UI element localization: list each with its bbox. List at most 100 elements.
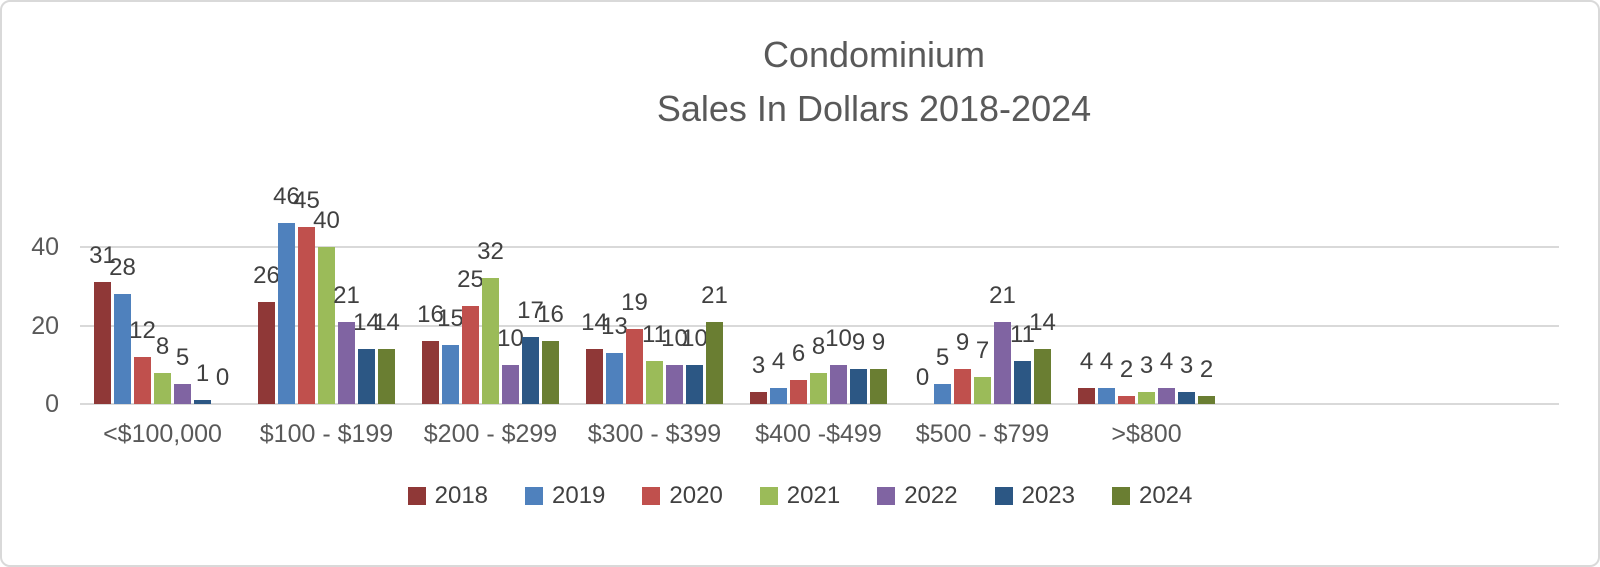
bar-value-label-2021-cat6: 3 xyxy=(1139,352,1154,380)
bar-2022-cat1 xyxy=(338,321,355,404)
legend-label-2021: 2021 xyxy=(786,482,841,509)
bar-2024-cat3 xyxy=(706,321,723,404)
bar-2023-cat0 xyxy=(194,400,211,404)
bar-value-label-2022-cat6: 4 xyxy=(1159,348,1174,376)
bar-value-label-2019-cat0: 28 xyxy=(109,254,136,282)
bar-value-label-2021-cat3: 11 xyxy=(642,320,667,348)
bar-value-label-2020-cat6: 2 xyxy=(1119,356,1134,384)
bar-2018-cat3 xyxy=(586,349,603,404)
legend-swatch-2019 xyxy=(525,487,544,505)
bar-value-label-2020-cat1: 45 xyxy=(293,187,320,215)
category-label-2: $200 - $299 xyxy=(423,420,558,448)
bar-value-label-2022-cat0: 5 xyxy=(175,344,190,372)
bar-2022-cat5 xyxy=(994,321,1011,404)
bar-value-label-2022-cat2: 10 xyxy=(497,324,524,352)
legend-swatch-2022 xyxy=(877,487,896,505)
bar-value-label-2018-cat1: 26 xyxy=(253,261,280,289)
bar-2018-cat2 xyxy=(422,341,439,404)
chart-title-line2: Sales In Dollars 2018-2024 xyxy=(656,88,1092,129)
bar-2020-cat1 xyxy=(298,227,315,404)
bar-value-label-2023-cat2: 17 xyxy=(517,297,544,325)
bar-2023-cat4 xyxy=(850,368,867,404)
bar-value-label-2024-cat3: 21 xyxy=(701,281,728,309)
bar-value-label-2023-cat6: 3 xyxy=(1179,352,1194,380)
bar-2020-cat4 xyxy=(790,380,807,404)
bar-value-label-2019-cat1: 46 xyxy=(273,183,300,211)
legend-swatch-2020 xyxy=(642,487,661,505)
category-label-1: $100 - $199 xyxy=(259,420,394,448)
bar-value-label-2018-cat6: 4 xyxy=(1079,348,1094,376)
bar-2019-cat4 xyxy=(770,388,787,404)
y-axis-tick-label: 0 xyxy=(45,390,59,418)
chart-title-line1: Condominium xyxy=(762,34,986,75)
gridline-y-0 xyxy=(80,403,1559,405)
category-label-4: $400 -$499 xyxy=(755,420,882,448)
category-label-0: <$100,000 xyxy=(103,420,222,448)
bar-value-label-2022-cat5: 21 xyxy=(989,281,1016,309)
bar-2022-cat3 xyxy=(666,364,683,404)
bar-2023-cat2 xyxy=(522,337,539,404)
bar-2021-cat6 xyxy=(1138,392,1155,404)
bar-value-label-2020-cat0: 12 xyxy=(129,316,156,344)
legend-item-2020: 2020 xyxy=(642,482,723,510)
bar-2018-cat0 xyxy=(94,282,111,404)
legend-item-2018: 2018 xyxy=(407,482,488,510)
bar-value-label-2018-cat0: 31 xyxy=(89,242,116,270)
category-label-3: $300 - $399 xyxy=(587,420,722,448)
bar-2021-cat5 xyxy=(974,376,991,404)
bar-2019-cat2 xyxy=(442,345,459,404)
bar-2019-cat5 xyxy=(934,384,951,404)
bar-value-label-2018-cat2: 16 xyxy=(417,301,444,329)
legend-swatch-2023 xyxy=(994,487,1013,505)
bar-value-label-2022-cat3: 10 xyxy=(661,324,688,352)
bar-value-label-2018-cat5: 0 xyxy=(915,364,930,391)
bar-value-label-2021-cat5: 7 xyxy=(975,336,990,364)
bar-value-label-2024-cat2: 16 xyxy=(537,301,564,329)
y-axis-tick-label: 20 xyxy=(31,311,59,340)
bar-value-label-2024-cat1: 14 xyxy=(373,309,400,337)
legend-swatch-2018 xyxy=(407,487,426,505)
bar-2018-cat6 xyxy=(1078,388,1095,404)
bar-2024-cat5 xyxy=(1034,349,1051,404)
bar-value-label-2024-cat5: 14 xyxy=(1029,309,1056,337)
bar-2021-cat3 xyxy=(646,360,663,404)
bar-2020-cat6 xyxy=(1118,396,1135,404)
bar-2023-cat5 xyxy=(1014,360,1031,404)
legend-label-2022: 2022 xyxy=(904,482,958,509)
bar-value-label-2020-cat4: 6 xyxy=(791,340,806,368)
bar-value-label-2018-cat4: 3 xyxy=(751,352,766,380)
bar-value-label-2020-cat2: 25 xyxy=(457,265,484,293)
gridline-y-20 xyxy=(80,324,1559,327)
category-label-5: $500 - $799 xyxy=(915,420,1050,448)
bar-2019-cat3 xyxy=(606,352,623,404)
bar-2019-cat0 xyxy=(114,294,131,404)
legend-item-2022: 2022 xyxy=(877,482,958,510)
bar-2018-cat4 xyxy=(750,392,767,404)
legend-label-2024: 2024 xyxy=(1138,482,1193,509)
bar-value-label-2024-cat0: 0 xyxy=(215,364,230,391)
bar-2024-cat1 xyxy=(378,349,395,404)
bar-2019-cat1 xyxy=(278,223,295,404)
bar-value-label-2019-cat2: 15 xyxy=(437,305,464,333)
bar-value-label-2021-cat2: 32 xyxy=(477,238,504,266)
bar-2024-cat4 xyxy=(870,368,887,404)
bar-value-label-2022-cat4: 10 xyxy=(825,324,852,352)
bar-value-label-2023-cat4: 9 xyxy=(851,328,866,356)
legend-item-2019: 2019 xyxy=(525,482,605,510)
legend: 2018 2019 2020 2021 2022 2023 2024 xyxy=(2,482,1598,510)
bar-2019-cat6 xyxy=(1098,388,1115,404)
bar-2022-cat4 xyxy=(830,364,847,404)
bar-2022-cat2 xyxy=(502,364,519,404)
bar-value-label-2019-cat5: 5 xyxy=(935,344,950,372)
legend-item-2021: 2021 xyxy=(759,482,841,510)
bar-2018-cat1 xyxy=(258,301,275,404)
bar-value-label-2021-cat0: 8 xyxy=(155,332,170,360)
bar-value-label-2021-cat4: 8 xyxy=(811,332,826,360)
bar-value-label-2021-cat1: 40 xyxy=(313,207,340,234)
bar-value-label-2020-cat3: 19 xyxy=(621,289,648,317)
bar-2024-cat2 xyxy=(542,341,559,404)
legend-item-2023: 2023 xyxy=(994,482,1075,510)
gridline-y-40 xyxy=(80,246,1559,248)
